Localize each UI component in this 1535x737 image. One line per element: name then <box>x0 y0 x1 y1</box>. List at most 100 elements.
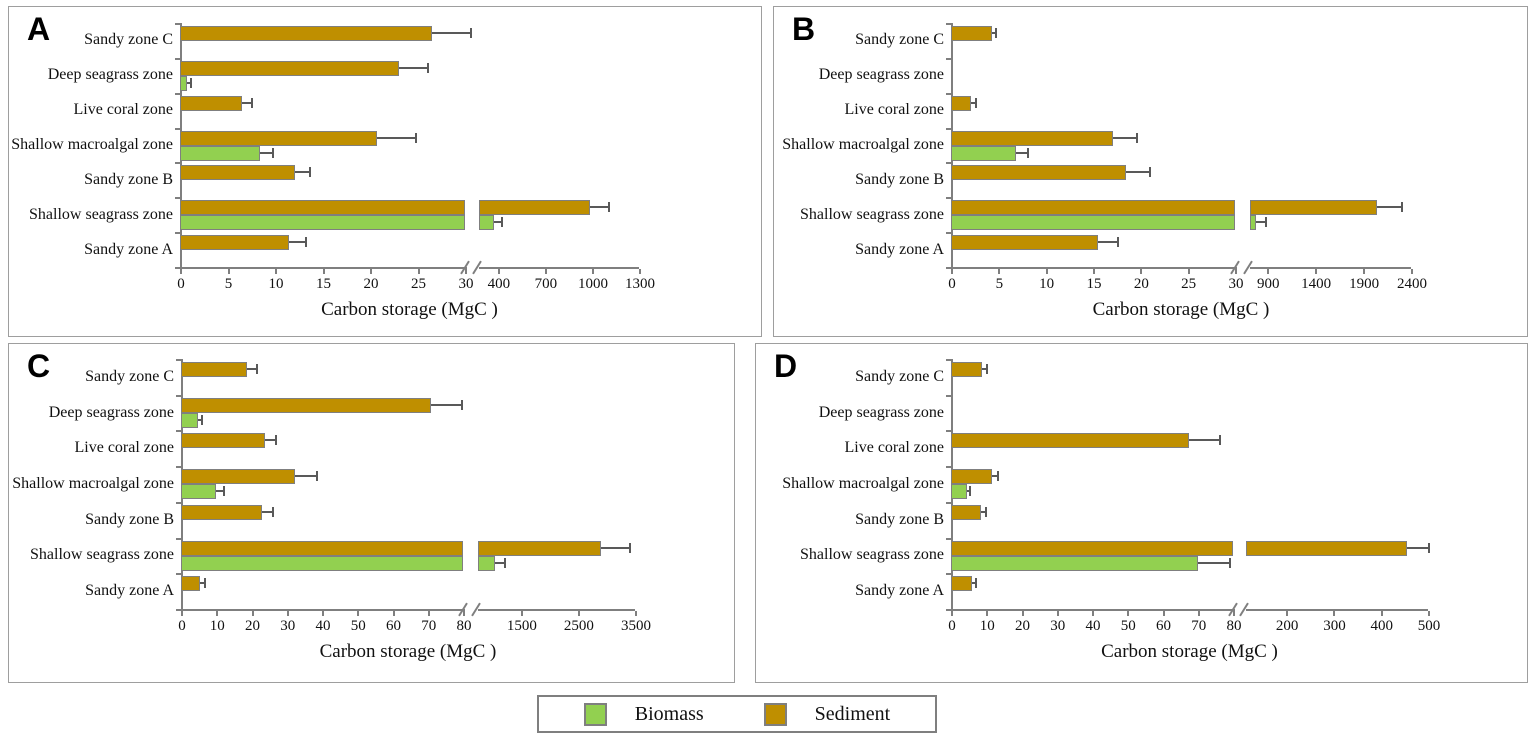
error-bar <box>493 221 501 224</box>
x-tick-label: 10 <box>209 618 225 634</box>
y-axis-tick <box>175 267 180 269</box>
x-axis-tick <box>322 611 324 616</box>
error-bar-cap <box>1148 167 1151 178</box>
y-axis-tick <box>946 501 951 504</box>
chart-panel-c: C 0 10 20 30 40 50 60 70 80 1500 2500 3500 Carbon st… <box>8 343 735 683</box>
sediment-bar <box>181 397 432 413</box>
category-label: Shallow seagrass zone <box>29 205 173 223</box>
x-tick-label: 0 <box>178 618 186 634</box>
error-bar-cap <box>272 147 275 158</box>
error-bar-cap <box>275 435 278 446</box>
error-bar-cap <box>997 471 1000 482</box>
y-axis-tick <box>176 394 181 397</box>
x-axis-tick <box>286 611 289 616</box>
error-bar <box>186 81 190 84</box>
y-axis-tick <box>176 359 181 361</box>
x-axis-tick <box>639 269 641 274</box>
x-axis-tick <box>1315 269 1318 274</box>
plot-area-d: 0 10 20 30 40 50 60 70 80 200 300 400 500 Carbon stor… <box>756 344 1527 682</box>
x-tick-label: 700 <box>534 276 558 292</box>
sediment-bar <box>951 95 971 111</box>
biomass-bar <box>951 484 967 500</box>
error-bar <box>294 171 310 174</box>
x-tick-label: 1400 <box>1301 276 1332 292</box>
x-tick-label: 25 <box>411 276 426 292</box>
error-bar <box>398 66 427 69</box>
error-bar-cap <box>200 414 203 425</box>
sediment-swatch <box>763 702 787 726</box>
error-bar-cap <box>1135 132 1138 143</box>
error-bar <box>1016 151 1027 154</box>
x-tick-label: 80 <box>456 618 472 634</box>
biomass-bar <box>1250 215 1257 231</box>
x-tick-label: 20 <box>1015 618 1030 634</box>
sediment-bar <box>951 362 982 377</box>
error-bar-cap <box>222 486 225 497</box>
x-tick-label: 50 <box>1120 618 1136 634</box>
x-axis-tick <box>427 611 430 616</box>
sediment-bar <box>181 576 201 592</box>
sediment-bar <box>951 540 1233 556</box>
x-axis-tick <box>986 611 989 616</box>
sediment-bar <box>180 235 290 251</box>
error-bar-cap <box>461 399 464 410</box>
chart-panel-a: A 0 5 10 15 20 25 30 400 700 1000 1300 Carbon stora… <box>8 6 762 337</box>
sediment-bar <box>181 540 463 556</box>
category-label: Sandy zone B <box>85 510 174 528</box>
y-axis-tick <box>176 501 181 504</box>
error-bar-cap <box>629 542 632 553</box>
x-axis-tick <box>181 611 183 616</box>
x-axis-tick <box>544 269 547 274</box>
x-tick-label: 80 <box>1226 618 1242 634</box>
category-label: Shallow macroalgal zone <box>782 475 944 492</box>
x-axis-tick <box>1333 611 1336 616</box>
category-label: Sandy zone A <box>85 582 174 600</box>
error-bar <box>431 403 462 406</box>
error-bar <box>972 582 975 585</box>
sediment-bar <box>181 469 296 485</box>
biomass-bar <box>181 555 463 571</box>
error-bar <box>1188 439 1219 442</box>
biomass-bar <box>181 412 199 428</box>
error-bar <box>981 368 986 370</box>
category-label: Shallow seagrass zone <box>800 205 944 223</box>
y-axis-tick <box>175 92 180 95</box>
x-tick-label: 30 <box>1228 276 1244 292</box>
y-axis-tick <box>946 92 951 95</box>
error-bar-cap <box>427 62 429 73</box>
error-bar-cap <box>974 97 977 108</box>
error-bar-cap <box>1401 202 1404 213</box>
y-axis-tick <box>946 197 951 200</box>
error-bar <box>495 561 504 564</box>
error-bar <box>246 368 256 370</box>
x-tick-label: 20 <box>245 618 260 634</box>
category-label: Live coral zone <box>74 439 175 457</box>
category-label: Sandy zone B <box>855 510 944 528</box>
x-axis-tick <box>357 611 360 616</box>
x-axis-tick <box>1363 269 1366 274</box>
x-axis-tick <box>1233 611 1235 616</box>
sediment-bar <box>180 200 465 216</box>
biomass-bar <box>180 145 260 161</box>
x-tick-label: 50 <box>350 618 366 634</box>
x-axis-tick <box>216 611 219 616</box>
x-axis-tick <box>1162 611 1165 616</box>
x-axis-tick <box>180 269 182 274</box>
x-tick-label: 0 <box>948 618 956 634</box>
sediment-bar <box>951 200 1235 216</box>
sediment-bar <box>951 469 992 485</box>
x-axis-segment-2 <box>478 609 635 611</box>
x-axis-tick <box>1045 269 1048 274</box>
sediment-bar <box>1250 200 1378 216</box>
x-axis-tick <box>1056 611 1059 616</box>
x-axis-tick <box>465 269 467 274</box>
y-axis-tick <box>946 430 951 433</box>
x-tick-label: 3500 <box>621 618 651 634</box>
error-bar-cap <box>1428 542 1430 553</box>
x-axis-tick <box>951 269 953 274</box>
x-axis-tick <box>1411 269 1413 274</box>
sediment-bar <box>180 165 295 181</box>
x-axis-tick <box>497 269 500 274</box>
x-axis-tick <box>1235 269 1237 274</box>
error-bar <box>198 418 201 421</box>
